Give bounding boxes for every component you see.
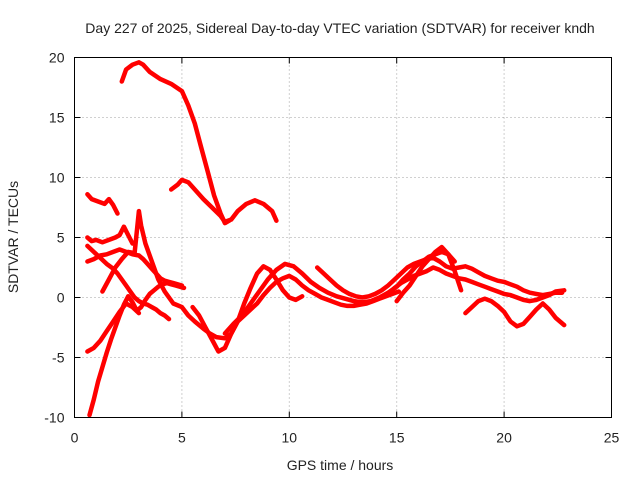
- y-axis-label: SDTVAR / TECUs: [5, 181, 21, 293]
- series-track-2: [168, 177, 279, 225]
- y-tick-label: 5: [57, 230, 65, 246]
- series-track-15: [394, 244, 464, 304]
- chart-title: Day 227 of 2025, Sidereal Day-to-day VTE…: [85, 20, 594, 36]
- grid: [74, 57, 612, 418]
- y-tick-label: 0: [57, 290, 65, 306]
- series-track-4: [85, 224, 135, 246]
- ticks: 0 5 10 15 20 25 -10 -5 0 5 10 15 20: [44, 50, 619, 446]
- series-track-11: [222, 249, 457, 336]
- x-tick-label: 15: [389, 430, 405, 446]
- y-tick-label: 15: [49, 110, 65, 126]
- y-tick-label: -10: [44, 410, 64, 426]
- y-tick-label: -5: [52, 350, 65, 366]
- series-track-14: [463, 296, 567, 329]
- x-tick-label: 0: [71, 430, 79, 446]
- series-track-5: [85, 243, 172, 322]
- series-track-8: [87, 280, 187, 418]
- series-track-9: [85, 301, 142, 354]
- series-track-1: [119, 60, 232, 226]
- series-track-12: [314, 255, 565, 300]
- y-tick-label: 10: [49, 170, 65, 186]
- y-tick-label: 20: [49, 50, 65, 66]
- series-track-7: [100, 208, 305, 341]
- series-track-3: [85, 192, 120, 216]
- x-tick-label: 20: [496, 430, 512, 446]
- x-tick-label: 25: [604, 430, 620, 446]
- x-tick-label: 10: [282, 430, 298, 446]
- series-layer: [85, 60, 567, 418]
- x-tick-label: 5: [178, 430, 186, 446]
- x-axis-label: GPS time / hours: [287, 457, 394, 473]
